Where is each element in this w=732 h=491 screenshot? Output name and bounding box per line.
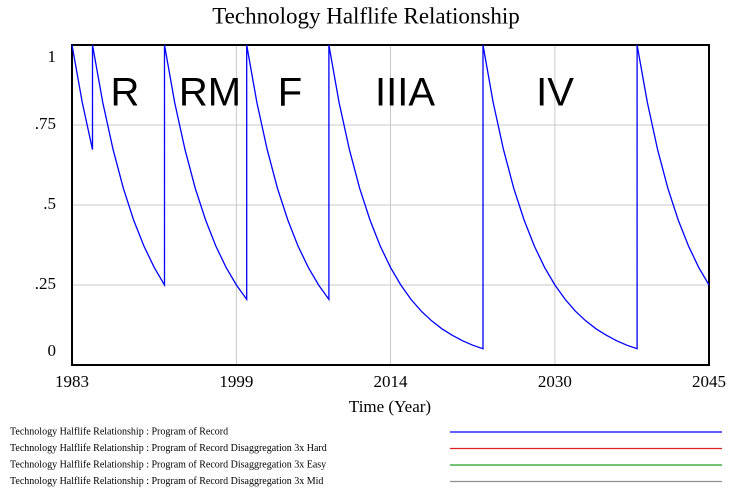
x-tick-label: 2045 (692, 372, 726, 391)
chart-title: Technology Halflife Relationship (212, 3, 520, 28)
x-tick-label: 1999 (219, 372, 253, 391)
plot-frame (71, 44, 710, 366)
legend-label: Technology Halflife Relationship : Progr… (10, 476, 323, 487)
x-tick-label: 1983 (55, 372, 89, 391)
x-tick-label: 2030 (538, 372, 572, 391)
x-tick-label: 2014 (374, 372, 409, 391)
annotation: F (278, 71, 302, 115)
legend-label: Technology Halflife Relationship : Progr… (10, 426, 228, 437)
annotation: RM (179, 71, 241, 115)
annotation: R (111, 71, 140, 115)
legend-label: Technology Halflife Relationship : Progr… (10, 443, 327, 454)
y-tick-label: 1 (48, 47, 57, 66)
y-tick-label: .25 (35, 274, 56, 293)
annotation: IV (536, 71, 574, 115)
x-axis-label: Time (Year) (349, 397, 431, 416)
y-tick-label: .75 (35, 114, 56, 133)
y-tick-label: 0 (48, 341, 57, 360)
y-tick-label: .5 (43, 194, 56, 213)
annotation: IIIA (375, 71, 435, 115)
legend-label: Technology Halflife Relationship : Progr… (10, 459, 326, 470)
line (71, 44, 710, 350)
